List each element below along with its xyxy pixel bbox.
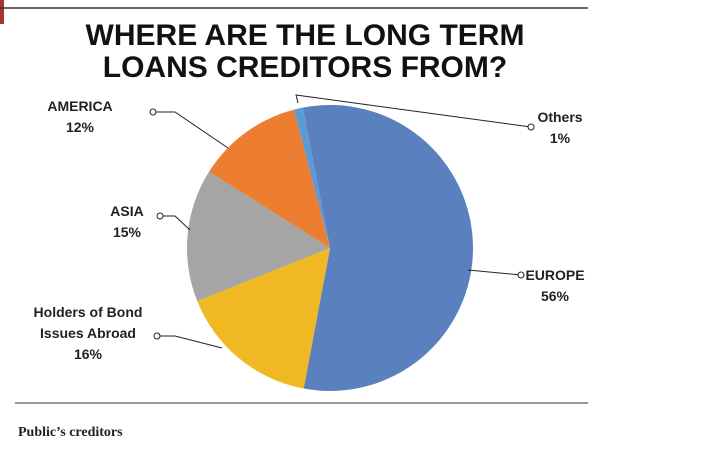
leader-dot	[517, 271, 525, 279]
leader-line	[153, 111, 229, 149]
category-label: EUROPE	[525, 267, 585, 283]
category-label: ASIA	[110, 203, 144, 219]
pie-slice	[302, 104, 474, 391]
leader-line	[160, 215, 191, 231]
pie-slice	[208, 109, 330, 249]
value-label: 1%	[549, 130, 571, 146]
category-label: Holders of Bond Issues Abroad	[33, 304, 143, 341]
leader-line	[467, 269, 522, 276]
value-label: 16%	[73, 346, 103, 362]
leaders	[153, 94, 532, 349]
corner-mark	[0, 0, 4, 24]
category-label: AMERICA	[47, 98, 113, 114]
pie-slice	[293, 107, 330, 248]
value-label: 12%	[65, 119, 95, 135]
pie	[187, 104, 474, 391]
leader-line	[295, 94, 532, 128]
leader-dot	[156, 212, 164, 220]
slice-label: EUROPE 56%	[515, 265, 595, 307]
value-label: 56%	[540, 288, 570, 304]
slice-label: AMERICA 12%	[35, 96, 125, 138]
leader-dot	[149, 108, 157, 116]
pie-slice	[197, 248, 330, 389]
slice-label: Others 1%	[520, 107, 600, 149]
value-label: 15%	[112, 224, 142, 240]
caption: Public’s creditors	[18, 425, 123, 440]
leader-dots	[149, 108, 535, 340]
category-label: Others	[537, 109, 583, 125]
slice-label: Holders of Bond Issues Abroad 16%	[23, 302, 153, 365]
leader-dot	[153, 332, 161, 340]
slice-label: ASIA 15%	[87, 201, 167, 243]
chart-title: WHERE ARE THE LONG TERM LOANS CREDITORS …	[85, 19, 525, 84]
leader-line	[157, 335, 223, 349]
pie-slice	[187, 171, 330, 302]
leader-dot	[527, 123, 535, 131]
